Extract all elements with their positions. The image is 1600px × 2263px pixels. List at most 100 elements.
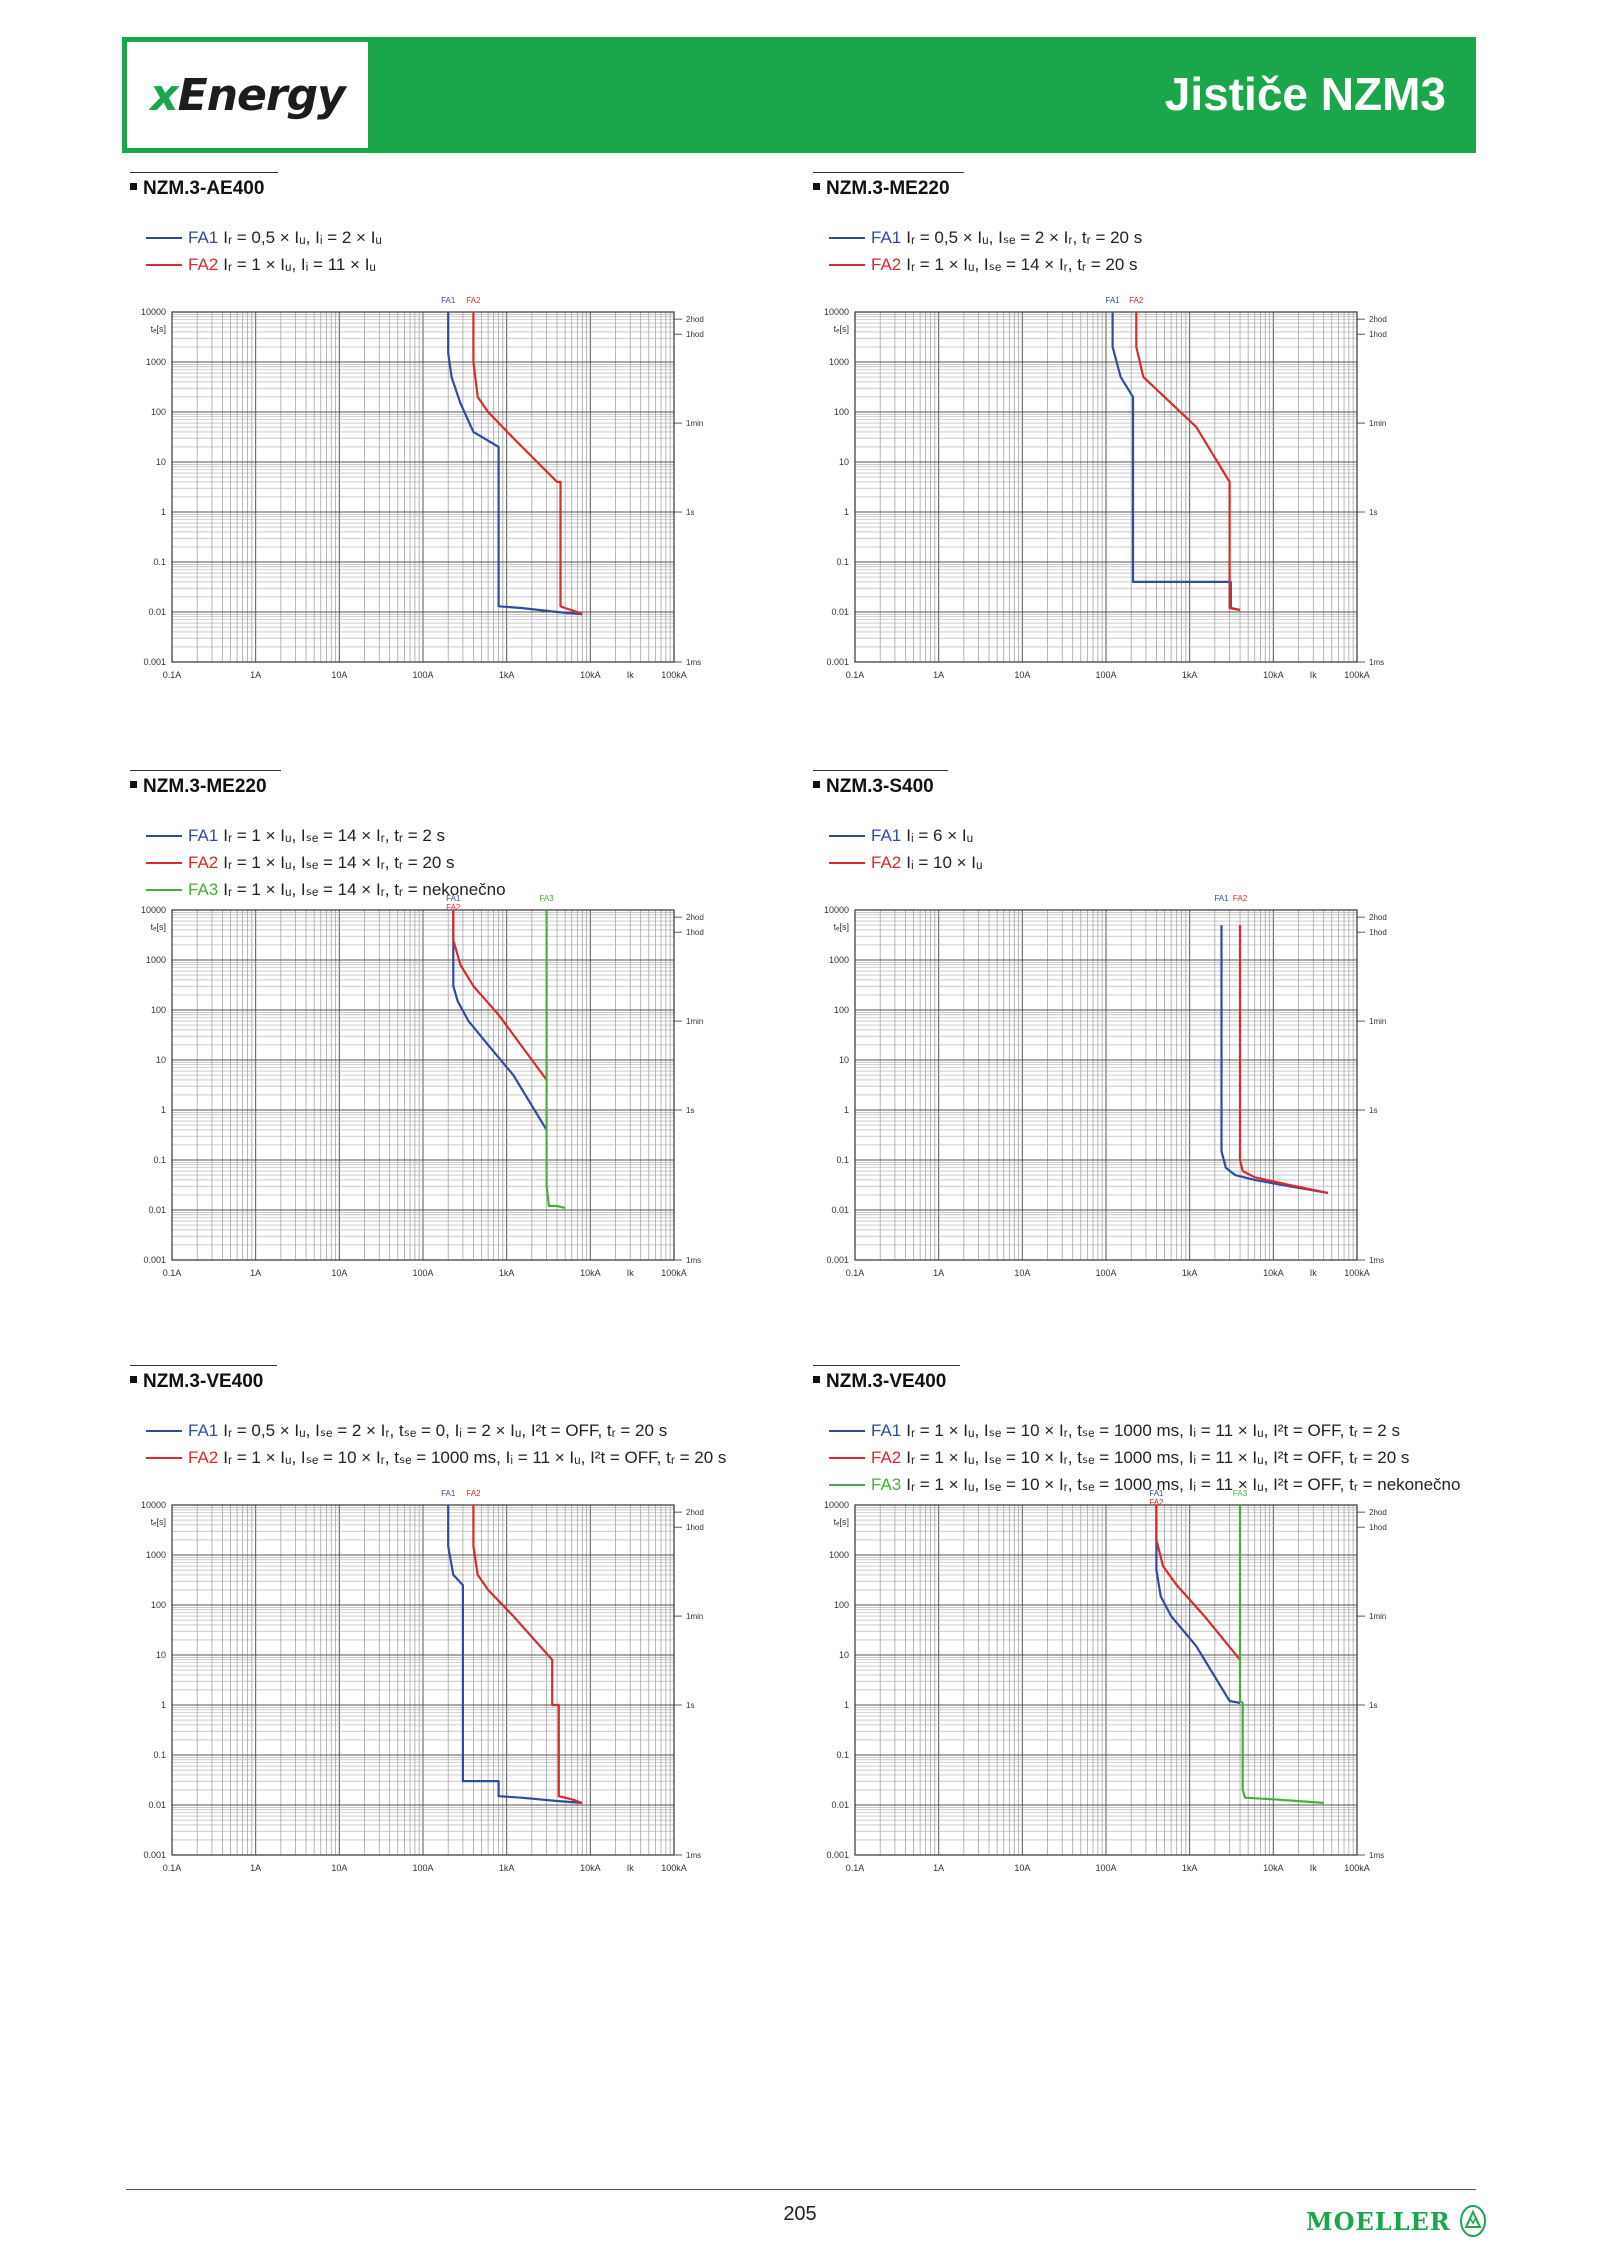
series-top-label: FA2: [1233, 894, 1248, 903]
x-tick-label: 0.1A: [163, 1863, 182, 1873]
y-tick-label: 1000: [829, 955, 849, 965]
page-number: 205: [783, 2203, 817, 2225]
legend-text: Iᵣ = 0,5 × Iᵤ, Iₛₑ = 2 × Iᵣ, tₛₑ = 0, Iᵢ…: [223, 1421, 668, 1440]
right-time-label: 1hod: [1369, 330, 1387, 339]
y-tick-label: 0.01: [148, 1205, 166, 1215]
legend-series-name: FA2: [188, 853, 219, 872]
series-top-label: FA3: [1233, 1489, 1248, 1498]
series-line-fa2: [452, 910, 548, 1081]
moeller-emblem-icon: [1459, 2205, 1486, 2237]
y-tick-label: 1: [161, 1700, 166, 1710]
legend: FA1 Iᵣ = 0,5 × Iᵤ, Iₛₑ = 2 × Iᵣ, tᵣ = 20 …: [829, 224, 1142, 278]
legend-swatch: [829, 263, 865, 266]
x-tick-label: 100A: [1095, 1863, 1116, 1873]
right-time-label: 1ms: [686, 658, 701, 667]
x-tick-label: 10A: [1014, 1268, 1030, 1278]
series-top-label: FA1: [441, 1489, 456, 1498]
legend-series-name: FA2: [871, 1448, 902, 1467]
right-time-label: 2hod: [686, 913, 704, 922]
x-tick-label: 10kA: [1263, 1268, 1284, 1278]
x-tick-label: 10kA: [1263, 670, 1284, 680]
chart-panel-me220-a: NZM.3-ME220 FA1 Iᵣ = 0,5 × Iᵤ, Iₛₑ = 2 × …: [803, 172, 1503, 767]
legend-swatch: [146, 834, 182, 837]
y-axis-label: tₑ[s]: [834, 324, 849, 334]
y-tick-label: 0.01: [831, 1205, 849, 1215]
legend-series-name: FA1: [871, 228, 902, 247]
right-time-label: 1min: [1369, 1612, 1386, 1621]
series-line-fa2: [1155, 1505, 1241, 1661]
y-tick-label: 100: [834, 407, 849, 417]
chart-svg: 0.1A 1A 10A 100A 1kA 10kA Ik 100kA 10000 1000 100 1…: [824, 894, 1387, 1278]
x-tick-label: 0.1A: [163, 1268, 182, 1278]
y-tick-label: 0.01: [148, 607, 166, 617]
header-bar: xEnergy Jističe NZM3: [122, 37, 1476, 153]
right-time-label: 1hod: [686, 330, 704, 339]
right-time-label: 1ms: [1369, 1256, 1384, 1265]
y-tick-label: 10000: [141, 1500, 166, 1510]
legend-text: Iᵣ = 1 × Iᵤ, Iₛₑ = 14 × Iᵣ, tᵣ = 20 s: [223, 853, 455, 872]
x-tick-label: Ik: [1310, 670, 1318, 680]
y-tick-label: 1: [844, 1700, 849, 1710]
legend-text: Iᵢ = 6 × Iᵤ: [906, 826, 974, 845]
y-tick-label: 1: [844, 507, 849, 517]
series-top-label: FA2: [446, 903, 461, 912]
right-time-label: 2hod: [686, 1508, 704, 1517]
legend-swatch: [146, 861, 182, 864]
legend-item-fa1: FA1 Iᵣ = 0,5 × Iᵤ, Iᵢ = 2 × Iᵤ: [146, 224, 382, 251]
right-time-label: 2hod: [1369, 913, 1387, 922]
x-tick-label: 100kA: [1344, 670, 1370, 680]
legend-swatch: [829, 861, 865, 864]
series-top-label: FA1: [1106, 296, 1121, 305]
right-time-label: 1hod: [1369, 1523, 1387, 1532]
bullet-square-icon: [813, 781, 820, 789]
chart-panel-ae400: NZM.3-AE400 FA1 Iᵣ = 0,5 × Iᵤ, Iᵢ = 2 × I…: [120, 172, 820, 767]
x-tick-label: 1A: [250, 1268, 261, 1278]
y-tick-label: 10: [156, 1650, 166, 1660]
plot-frame: [854, 909, 1358, 1261]
chart-svg: 0.1A 1A 10A 100A 1kA 10kA Ik 100kA 10000 1000 100 1…: [141, 894, 704, 1278]
section-title: NZM.3-ME220: [130, 770, 281, 798]
page-title: Jističe NZM3: [1164, 68, 1446, 120]
y-tick-label: 0.01: [148, 1800, 166, 1810]
x-tick-label: 1kA: [1182, 1863, 1198, 1873]
grid: [854, 1505, 1357, 1856]
section-title: NZM.3-VE400: [813, 1365, 961, 1393]
right-time-label: 2hod: [1369, 1508, 1387, 1517]
y-tick-label: 10000: [141, 905, 166, 915]
right-time-label: 2hod: [1369, 315, 1387, 324]
chart-panel-s400: NZM.3-S400 FA1 Iᵢ = 6 × Iᵤ FA2 Iᵢ = 10 × Iᵤ…: [803, 770, 1503, 1365]
x-tick-label: 100A: [412, 1863, 433, 1873]
y-tick-label: 1000: [829, 357, 849, 367]
y-tick-label: 0.1: [836, 1750, 849, 1760]
y-tick-label: 0.01: [831, 1800, 849, 1810]
brand-text: MOELLER: [1306, 2206, 1451, 2236]
x-tick-label: 10A: [1014, 670, 1030, 680]
series-top-label: FA2: [466, 296, 481, 305]
x-tick-label: 100kA: [661, 1863, 687, 1873]
y-tick-label: 0.1: [836, 557, 849, 567]
x-tick-label: 10kA: [1263, 1863, 1284, 1873]
x-tick-label: Ik: [1310, 1268, 1318, 1278]
section-title: NZM.3-ME220: [813, 172, 964, 200]
series-line-fa1: [447, 312, 583, 616]
y-tick-label: 100: [834, 1600, 849, 1610]
legend-series-name: FA2: [188, 255, 219, 274]
bullet-square-icon: [813, 183, 820, 191]
chart-svg: 0.1A 1A 10A 100A 1kA 10kA Ik 100kA 10000 1000 100 1…: [141, 296, 704, 680]
x-tick-label: Ik: [627, 1863, 635, 1873]
x-tick-label: 100A: [1095, 670, 1116, 680]
y-tick-label: 1000: [146, 1550, 166, 1560]
chart-panel-ve400-b: NZM.3-VE400 FA1 Iᵣ = 1 × Iᵤ, Iₛₑ = 10 × I…: [803, 1365, 1503, 1960]
y-tick-label: 1000: [146, 357, 166, 367]
legend-item-fa1: FA1 Iᵣ = 0,5 × Iᵤ, Iₛₑ = 2 × Iᵣ, tₛₑ = 0,…: [146, 1417, 726, 1444]
legend: FA1 Iᵣ = 1 × Iᵤ, Iₛₑ = 10 × Iᵣ, tₛₑ = 100…: [829, 1417, 1460, 1498]
y-tick-label: 0.1: [153, 557, 166, 567]
section-title: NZM.3-AE400: [130, 172, 279, 200]
y-tick-label: 10: [156, 1055, 166, 1065]
right-time-label: 1min: [686, 419, 703, 428]
x-tick-label: 1kA: [1182, 670, 1198, 680]
legend-item-fa1: FA1 Iᵣ = 1 × Iᵤ, Iₛₑ = 10 × Iᵣ, tₛₑ = 100…: [829, 1417, 1460, 1444]
x-tick-label: 10A: [331, 670, 347, 680]
legend-swatch: [146, 1456, 182, 1459]
y-tick-label: 0.1: [836, 1155, 849, 1165]
